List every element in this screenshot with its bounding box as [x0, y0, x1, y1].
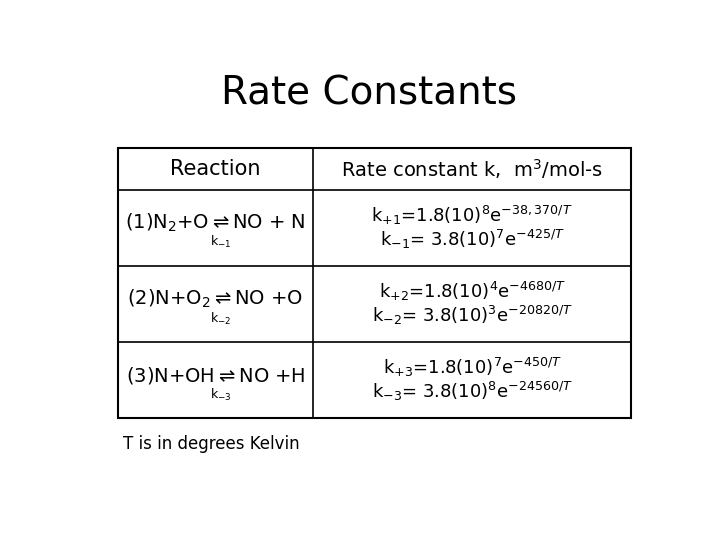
Text: Reaction: Reaction: [170, 159, 261, 179]
Text: k$_{-3}$= 3.8(10)$^8$e$^{-24560/T}$: k$_{-3}$= 3.8(10)$^8$e$^{-24560/T}$: [372, 380, 572, 403]
Text: T is in degrees Kelvin: T is in degrees Kelvin: [124, 435, 300, 453]
Text: k$_{-1}$= 3.8(10)$^7$e$^{-425/T}$: k$_{-1}$= 3.8(10)$^7$e$^{-425/T}$: [379, 228, 564, 251]
Text: (1)N$_2$+O$\rightleftharpoons$NO + N: (1)N$_2$+O$\rightleftharpoons$NO + N: [125, 212, 306, 234]
Text: Rate constant k,  m$^3$/mol-s: Rate constant k, m$^3$/mol-s: [341, 157, 603, 181]
Text: k$_{-1}$: k$_{-1}$: [210, 234, 232, 251]
Text: (2)N+O$_2\rightleftharpoons$NO +O: (2)N+O$_2\rightleftharpoons$NO +O: [127, 288, 303, 310]
Text: k$_{-2}$= 3.8(10)$^3$e$^{-20820/T}$: k$_{-2}$= 3.8(10)$^3$e$^{-20820/T}$: [372, 304, 572, 327]
Text: k$_{-3}$: k$_{-3}$: [210, 387, 232, 403]
Text: k$_{+3}$=1.8(10)$^7$e$^{-450/T}$: k$_{+3}$=1.8(10)$^7$e$^{-450/T}$: [382, 356, 562, 379]
Text: k$_{+1}$=1.8(10)$^8$e$^{-38,370/T}$: k$_{+1}$=1.8(10)$^8$e$^{-38,370/T}$: [372, 204, 573, 227]
Text: Rate Constants: Rate Constants: [221, 75, 517, 113]
Bar: [118, 148, 631, 418]
Text: k$_{+2}$=1.8(10)$^4$e$^{-4680/T}$: k$_{+2}$=1.8(10)$^4$e$^{-4680/T}$: [379, 280, 566, 303]
Text: k$_{-2}$: k$_{-2}$: [210, 310, 232, 327]
Text: (3)N+OH$\rightleftharpoons$NO +H: (3)N+OH$\rightleftharpoons$NO +H: [126, 364, 305, 386]
